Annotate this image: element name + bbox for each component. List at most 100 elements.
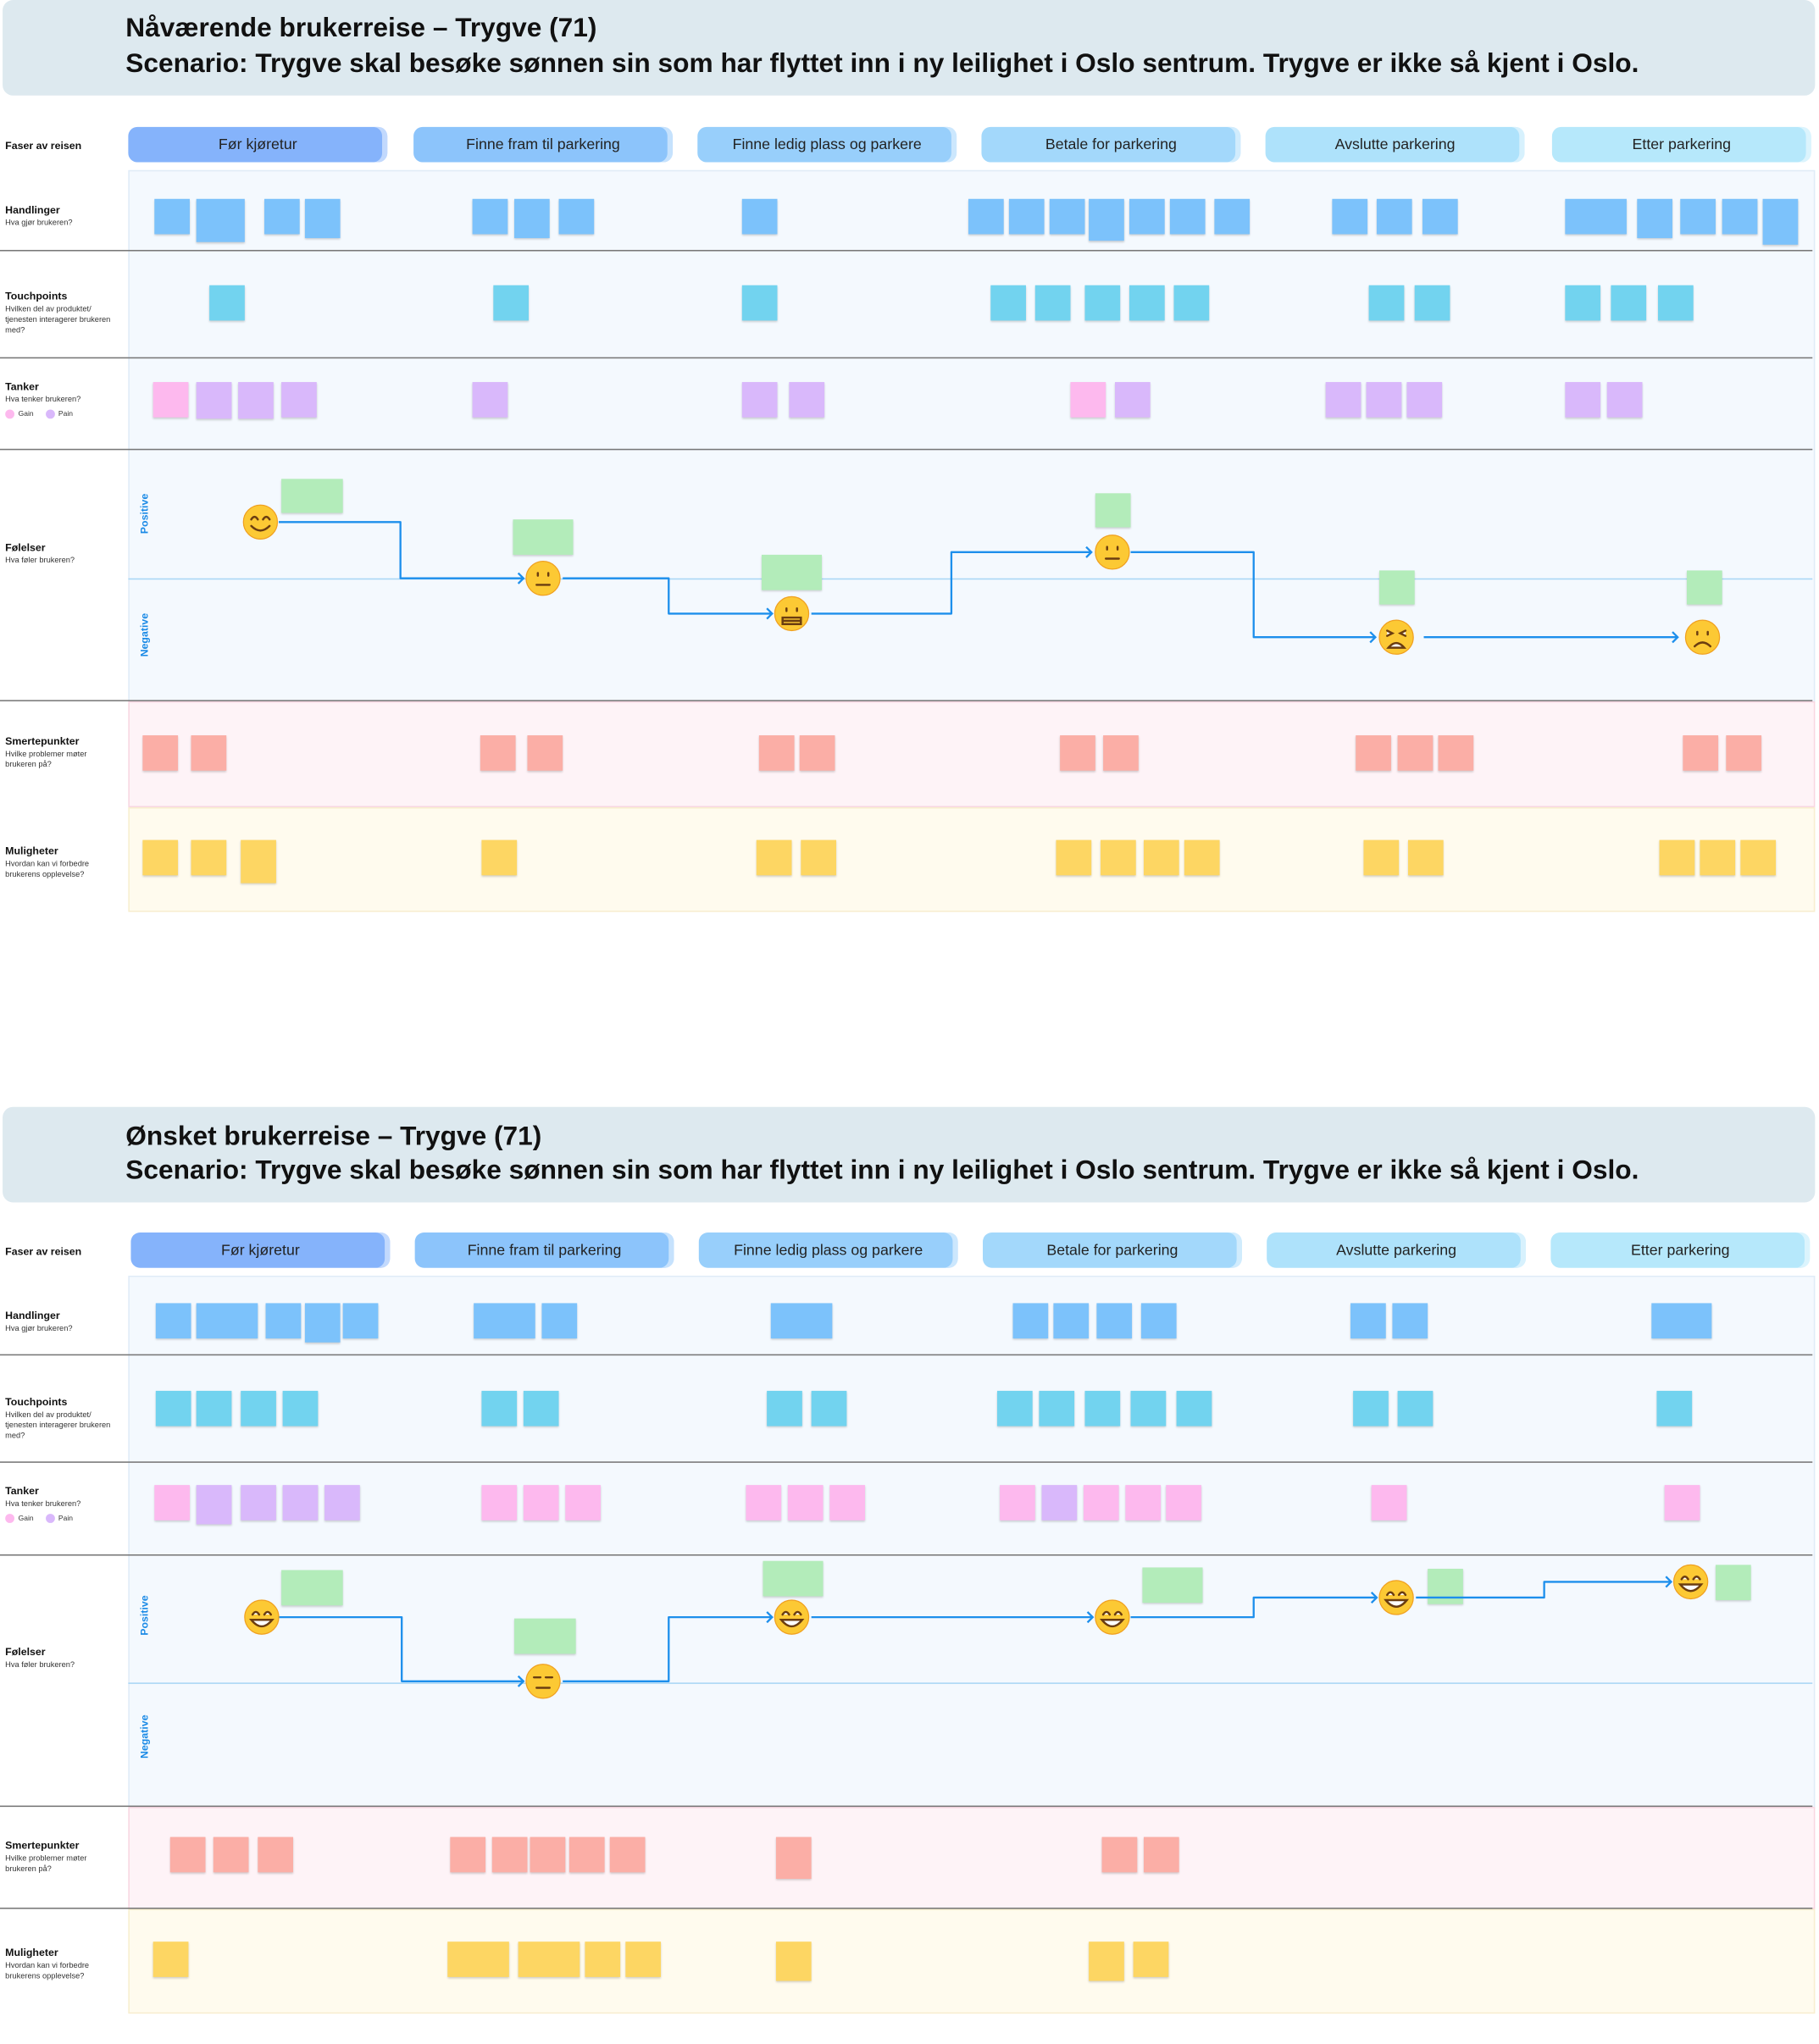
gain-thought-note[interactable] [154,1485,190,1521]
touchpoint-note[interactable] [1084,285,1121,321]
gain-thought-note[interactable] [746,1485,782,1521]
opportunity-note[interactable] [1184,839,1220,876]
touchpoint-note[interactable] [196,1390,232,1426]
phase-2[interactable]: Finne fram til parkering [414,1232,674,1268]
phase-1[interactable]: Før kjøretur [130,1232,391,1268]
phase-3[interactable]: Finne ledig plass og parkere [698,1232,958,1268]
pain-thought-note[interactable] [1325,382,1361,418]
pain-point-note[interactable] [1103,735,1139,771]
pain-thought-note[interactable] [281,382,317,418]
touchpoint-note[interactable] [241,1390,276,1426]
gain-thought-note[interactable] [153,382,189,418]
phase-6[interactable]: Etter parkering [1550,1232,1811,1268]
gain-thought-note[interactable] [523,1485,559,1521]
pain-thought-note[interactable] [1406,382,1443,418]
opportunity-note[interactable] [518,1942,580,1977]
touchpoint-note[interactable] [209,285,245,321]
action-note[interactable] [1008,198,1045,235]
touchpoint-note[interactable] [1414,285,1450,321]
action-note[interactable] [1680,198,1716,235]
pain-thought-note[interactable] [196,382,232,419]
gain-thought-note[interactable] [481,1485,518,1521]
touchpoint-note[interactable] [741,285,778,321]
pain-point-note[interactable] [1726,735,1762,771]
pain-point-note[interactable] [1101,1836,1138,1873]
gain-thought-note[interactable] [1664,1485,1700,1521]
touchpoint-note[interactable] [1611,285,1647,321]
action-note[interactable] [1722,198,1758,235]
pain-point-note[interactable] [1143,1836,1179,1873]
touchpoint-note[interactable] [1034,285,1071,321]
pain-point-note[interactable] [491,1836,528,1873]
pain-thought-note[interactable] [1114,382,1151,418]
action-note[interactable] [541,1303,578,1339]
opportunity-note[interactable] [625,1942,662,1977]
touchpoint-note[interactable] [282,1390,319,1426]
action-note[interactable] [265,1303,302,1339]
pain-point-note[interactable] [1356,735,1391,771]
opportunity-note[interactable] [142,839,179,876]
opportunity-note[interactable] [585,1942,621,1977]
phase-3[interactable]: Finne ledig plass og parkere [697,126,957,163]
opportunity-note[interactable] [1133,1942,1169,1977]
pain-point-note[interactable] [169,1836,206,1873]
action-note[interactable] [1169,198,1206,235]
opportunity-note[interactable] [153,1942,189,1977]
touchpoint-note[interactable] [1397,1390,1434,1426]
pain-point-note[interactable] [758,735,795,771]
touchpoint-note[interactable] [1039,1390,1075,1426]
pain-point-note[interactable] [213,1836,249,1873]
opportunity-note[interactable] [1089,1942,1124,1981]
feeling-note[interactable] [1095,493,1131,528]
touchpoint-note[interactable] [1368,285,1405,321]
opportunity-note[interactable] [1700,839,1736,876]
pain-point-note[interactable] [530,1836,566,1873]
pain-thought-note[interactable] [1041,1485,1078,1521]
pain-point-note[interactable] [1438,735,1474,771]
opportunity-note[interactable] [447,1942,509,1977]
touchpoint-note[interactable] [990,285,1026,321]
action-note[interactable] [1053,1303,1090,1339]
pain-thought-note[interactable] [282,1485,319,1521]
phase-4[interactable]: Betale for parkering [982,1232,1242,1268]
action-note[interactable] [1350,1303,1386,1339]
touchpoint-note[interactable] [1353,1390,1389,1426]
touchpoint-note[interactable] [767,1390,802,1426]
pain-thought-note[interactable] [789,382,825,418]
pain-point-note[interactable] [191,735,227,771]
action-note[interactable] [474,1303,535,1339]
feeling-note[interactable] [513,519,574,555]
touchpoint-note[interactable] [996,1390,1033,1426]
pain-point-note[interactable] [568,1836,605,1873]
action-note[interactable] [472,198,508,235]
action-note[interactable] [342,1303,379,1339]
action-note[interactable] [264,198,300,235]
action-note[interactable] [1565,198,1627,235]
opportunity-note[interactable] [1740,839,1777,876]
action-note[interactable] [1422,198,1458,235]
touchpoint-note[interactable] [1130,1390,1167,1426]
action-note[interactable] [1332,198,1368,235]
touchpoint-note[interactable] [1173,285,1210,321]
opportunity-note[interactable] [241,839,276,884]
gain-thought-note[interactable] [1000,1485,1035,1521]
feeling-note[interactable] [1142,1567,1203,1604]
gain-thought-note[interactable] [565,1485,601,1521]
action-note[interactable] [1214,198,1251,235]
pain-thought-note[interactable] [324,1485,360,1521]
action-note[interactable] [1049,198,1085,235]
action-note[interactable] [155,1303,191,1339]
opportunity-note[interactable] [1407,839,1444,876]
pain-point-note[interactable] [142,735,179,771]
action-note[interactable] [196,1303,258,1339]
touchpoint-note[interactable] [811,1390,847,1426]
action-note[interactable] [1376,198,1412,235]
gain-thought-note[interactable] [1070,382,1106,418]
action-note[interactable] [1392,1303,1428,1339]
pain-thought-note[interactable] [238,382,274,419]
phase-4[interactable]: Betale for parkering [981,126,1241,163]
opportunity-note[interactable] [191,839,227,876]
feeling-note[interactable] [281,1570,343,1606]
action-note[interactable] [558,198,595,235]
touchpoint-note[interactable] [1565,285,1601,321]
